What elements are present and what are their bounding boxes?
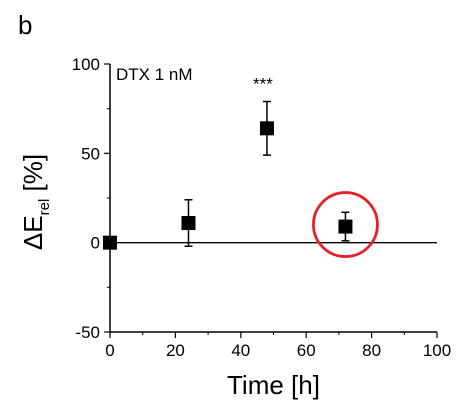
y-axis-title: ΔErel [%] [18,154,53,250]
data-points [103,100,379,258]
x-tick-label: 80 [362,341,381,360]
x-tick-label: 100 [423,341,451,360]
tick-marks [104,63,438,338]
x-axis-title: Time [h] [227,370,320,400]
y-axis-title-prefix: ΔE [18,215,48,250]
square-marker [338,219,353,234]
y-tick-label: 100 [72,55,100,74]
tick-labels: 0 20 40 60 80 100 -50 0 50 100 [72,55,452,360]
y-tick-label: 50 [81,144,100,163]
y-axis-title-subscript: rel [36,199,53,216]
panel-label: b [18,10,32,40]
x-tick-label: 60 [297,341,316,360]
square-marker [103,235,117,250]
data-point [103,235,117,250]
x-tick-label: 20 [166,341,185,360]
y-tick-label: 0 [91,234,100,253]
data-point [312,191,379,258]
square-marker [259,121,274,136]
highlight-circle [312,191,379,258]
x-tick-label: 40 [231,341,250,360]
square-marker [181,216,196,231]
y-tick-label: -50 [75,323,100,342]
axes [109,64,437,333]
data-point [181,199,196,247]
x-tick-label: 0 [105,341,114,360]
data-point [259,100,274,156]
annotation-dtx: DTX 1 nM [116,65,193,84]
y-axis-title-suffix: [%] [18,154,48,199]
significance-marker: *** [253,75,273,94]
